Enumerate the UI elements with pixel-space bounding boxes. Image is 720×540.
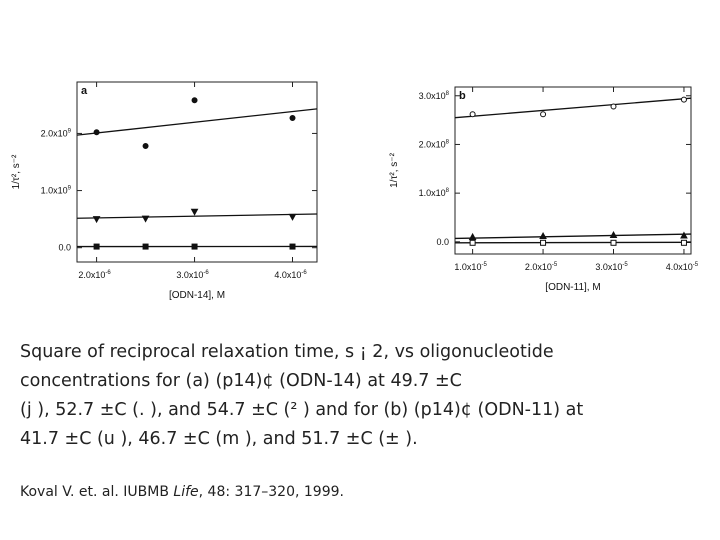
y-tick-label: 0.0 — [436, 237, 449, 247]
chart-b: b 1/τ², s⁻² [ODN-11], M 1.0x10-5 2.0x10-5… — [389, 86, 699, 293]
data-point — [289, 115, 296, 121]
fit-line — [454, 233, 692, 240]
y-tick-label: 2.0x108 — [419, 139, 450, 149]
x-axis-label: [ODN-11], M — [545, 282, 600, 293]
x-tick-label: 3.0x10-5 — [595, 262, 628, 272]
fit-line — [76, 108, 318, 136]
x-tick-label: 1.0x10-5 — [454, 262, 487, 272]
x-tick-label: 4.0x10-6 — [274, 270, 307, 280]
data-point — [610, 103, 617, 110]
data-point — [93, 129, 100, 136]
data-point — [288, 213, 297, 221]
data-point — [469, 111, 476, 118]
citation-authors: Koval V. et. al. IUBMB — [20, 484, 174, 500]
x-tick-label: 3.0x10-6 — [176, 270, 209, 280]
data-point — [191, 97, 198, 104]
y-tick-label: 3.0x108 — [419, 91, 450, 101]
citation-journal: Life — [173, 484, 199, 500]
panel-label: b — [459, 90, 466, 102]
data-point — [680, 96, 687, 103]
data-point — [93, 243, 100, 250]
chart-a: a 1/τ², s⁻² [ODN-14], M 2.0x10-6 3.0x10-6… — [11, 81, 318, 301]
citation: Koval V. et. al. IUBMB Life, 48: 317–320… — [20, 484, 344, 500]
data-point — [609, 230, 618, 239]
figure-caption: Square of reciprocal relaxation time, s … — [20, 338, 652, 454]
data-point — [191, 243, 198, 250]
fit-line — [76, 213, 318, 219]
data-point — [142, 143, 149, 149]
data-point — [142, 243, 149, 250]
data-point — [540, 239, 547, 246]
data-point — [141, 215, 150, 223]
citation-details: , 48: 317–320, 1999. — [198, 484, 344, 500]
x-axis-label: [ODN-14], M — [169, 290, 225, 301]
data-point — [680, 231, 688, 239]
caption-line: (j ), 52.7 ±C (. ), and 54.7 ±C (² ) and… — [20, 400, 584, 420]
data-point — [610, 239, 617, 246]
caption-line: 41.7 ±C (u ), 46.7 ±C (m ), and 51.7 ±C … — [20, 429, 418, 449]
data-point — [539, 231, 547, 239]
data-point — [680, 239, 687, 246]
plot-area — [76, 81, 318, 263]
y-tick-label: 1.0x109 — [41, 186, 72, 196]
y-axis-label: 1/τ², s⁻² — [11, 154, 22, 189]
fit-line — [454, 97, 692, 119]
caption-line: Square of reciprocal relaxation time, s … — [20, 342, 554, 362]
data-point — [469, 239, 476, 246]
caption-line: concentrations for (a) (p14)¢ (ODN-14) a… — [20, 371, 462, 391]
panel-label: a — [81, 85, 88, 97]
x-tick-label: 4.0x10-5 — [666, 262, 699, 272]
x-tick-label: 2.0x10-6 — [78, 270, 111, 280]
y-tick-label: 0.0 — [58, 243, 71, 253]
y-axis-label: 1/τ², s⁻² — [389, 152, 400, 187]
plot-area — [454, 86, 692, 255]
data-point — [540, 111, 547, 118]
data-point — [468, 232, 477, 240]
x-tick-label: 2.0x10-5 — [525, 262, 558, 272]
data-point — [92, 216, 101, 224]
y-tick-label: 2.0x109 — [41, 128, 72, 138]
data-point — [190, 208, 199, 216]
data-point — [289, 243, 296, 250]
y-tick-label: 1.0x108 — [419, 188, 450, 198]
